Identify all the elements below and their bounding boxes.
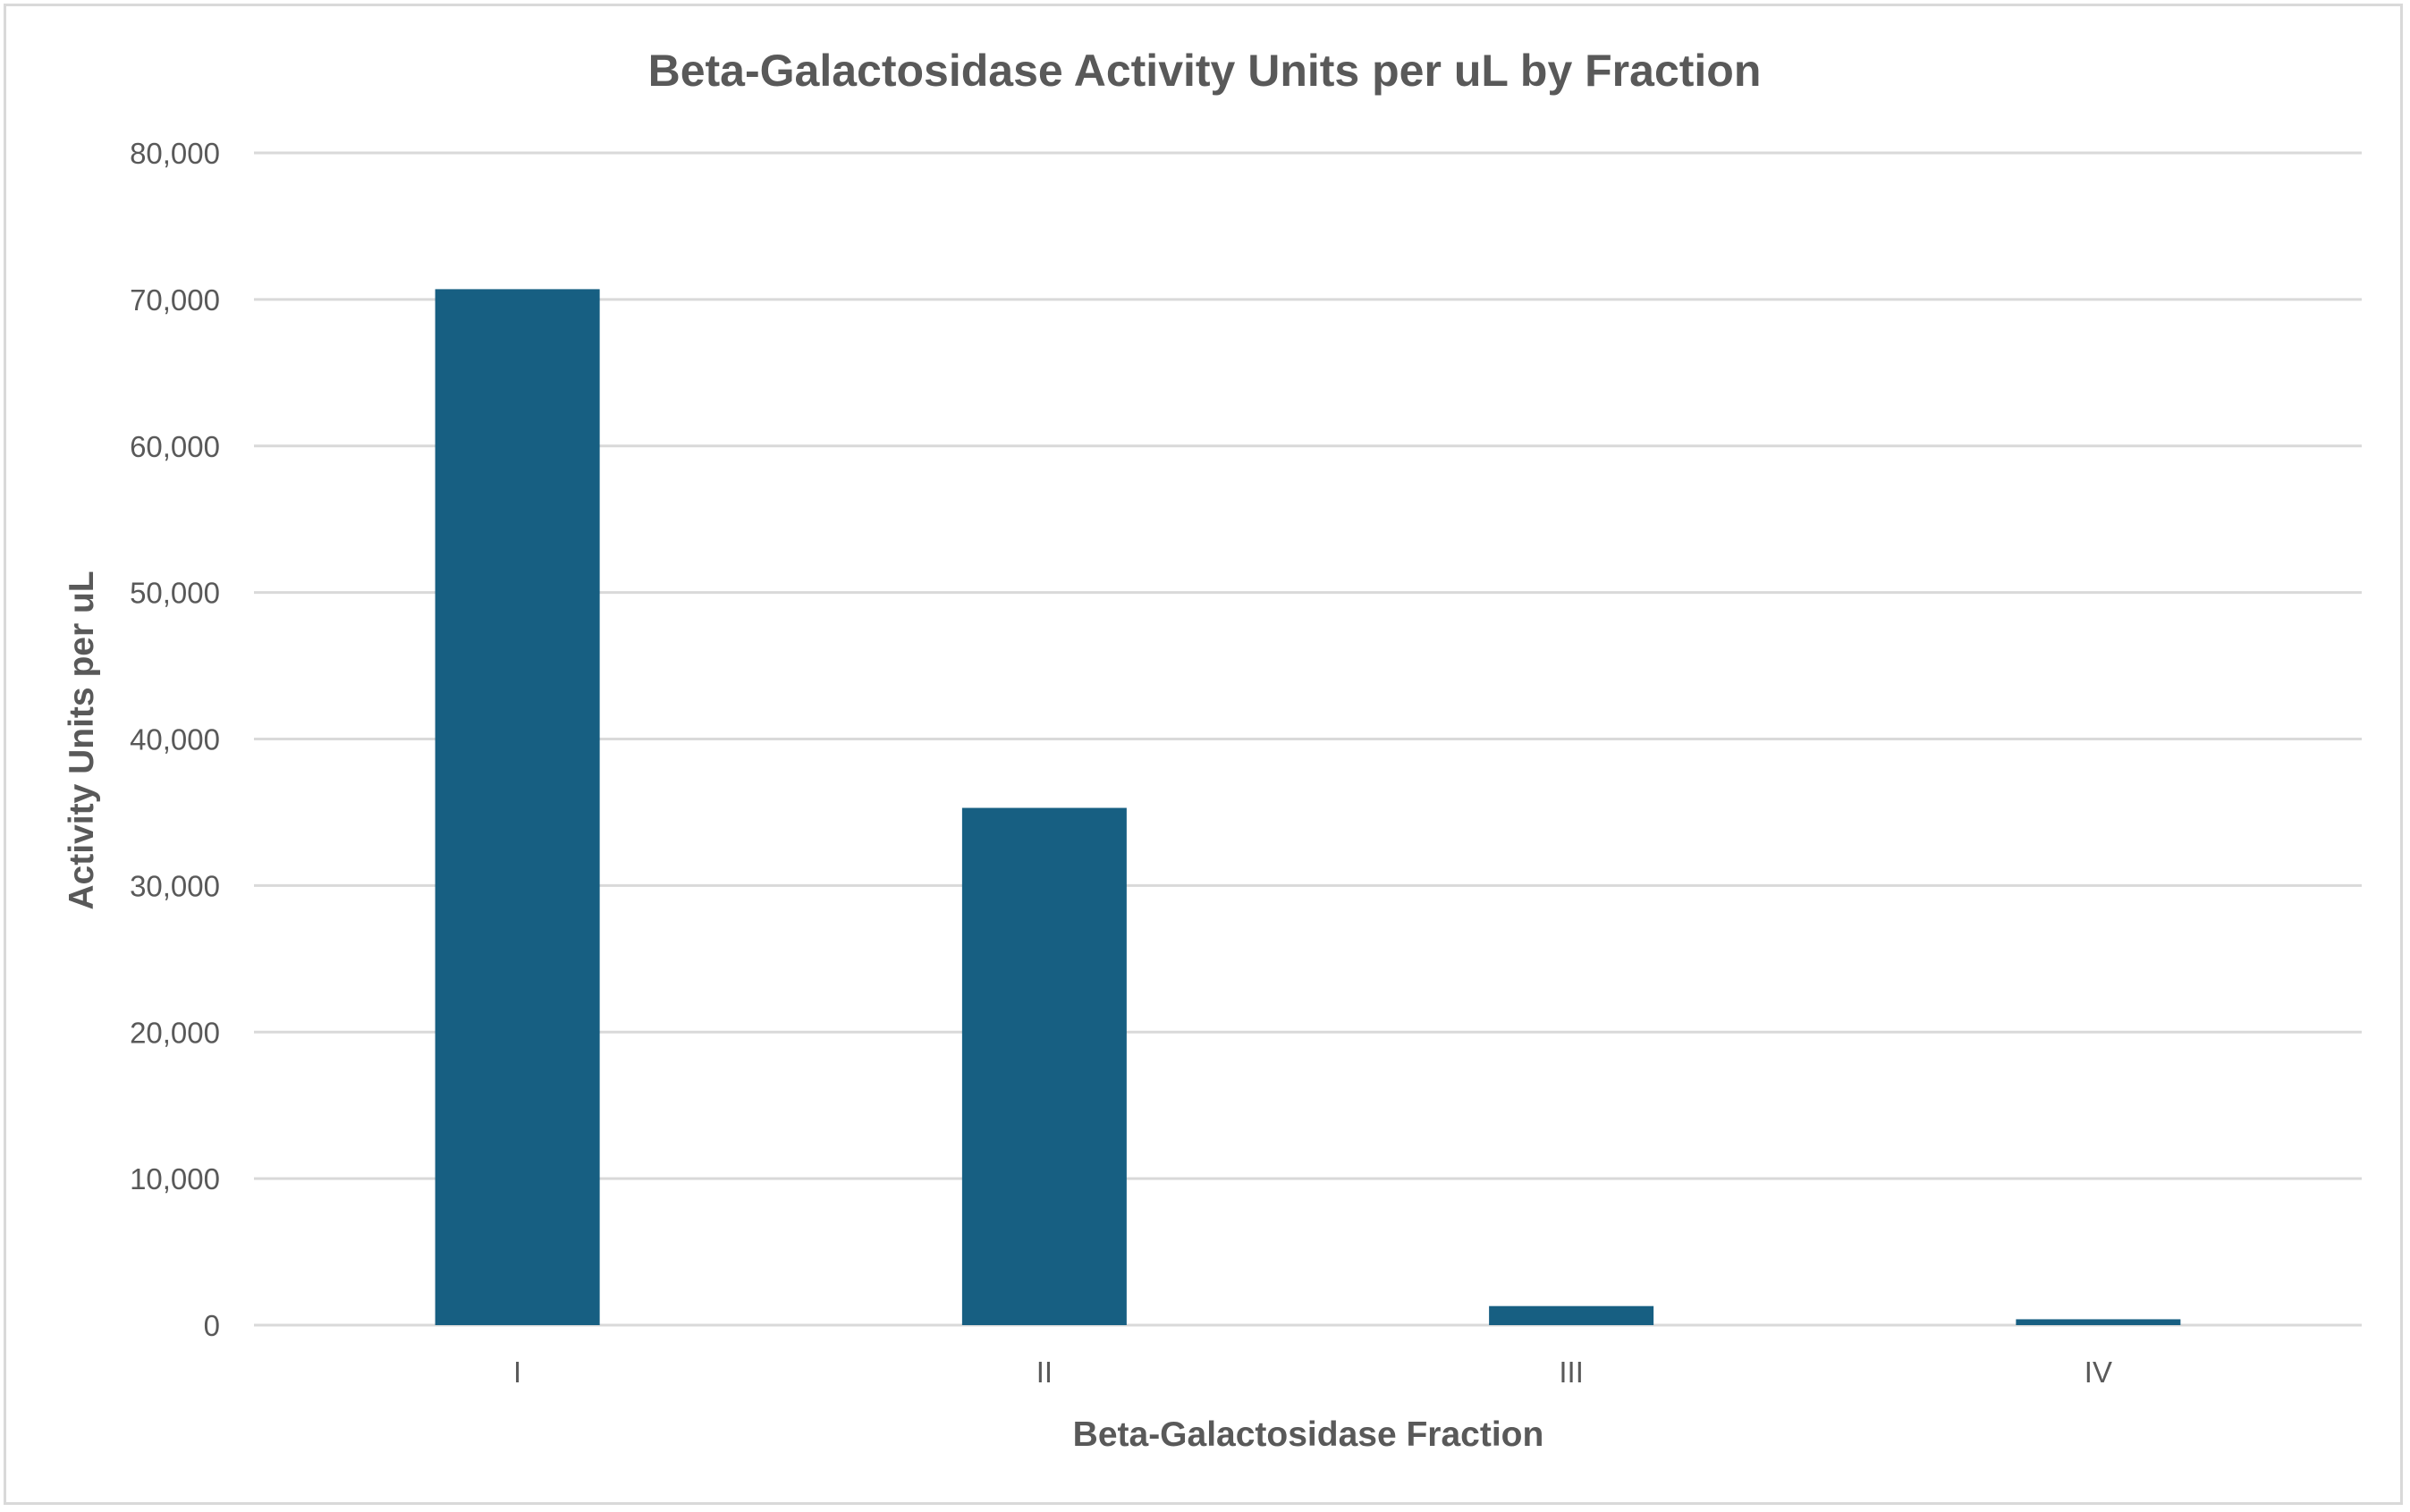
y-tick-label: 80,000 [130, 137, 220, 170]
x-tick-label: II [1036, 1356, 1053, 1389]
x-tick-label: III [1559, 1356, 1584, 1389]
gridlines [254, 151, 2362, 1327]
bar-IV [2016, 1319, 2181, 1325]
chart-title: Beta-Galactosidase Activity Units per uL… [648, 46, 1762, 96]
y-tick-label: 20,000 [130, 1016, 220, 1049]
y-axis-tick-labels: 0 10,000 20,000 30,000 40,000 50,000 60,000 70,… [130, 137, 220, 1342]
bar-I [435, 289, 600, 1325]
y-tick-label: 30,000 [130, 869, 220, 902]
y-tick-label: 0 [204, 1309, 220, 1342]
y-axis-title: Activity Units per uL [63, 570, 101, 909]
x-tick-label: I [513, 1356, 521, 1389]
x-tick-label: IV [2084, 1356, 2112, 1389]
bars [435, 289, 2181, 1325]
x-axis-tick-labels: I II III IV [513, 1356, 2112, 1389]
x-axis-title: Beta-Galactosidase Fraction [1073, 1415, 1544, 1454]
y-tick-label: 40,000 [130, 723, 220, 756]
bar-III [1489, 1305, 1654, 1325]
y-tick-label: 60,000 [130, 430, 220, 463]
y-tick-label: 50,000 [130, 577, 220, 610]
y-tick-label: 70,000 [130, 283, 220, 317]
y-tick-label: 10,000 [130, 1162, 220, 1195]
chart-frame [4, 4, 2403, 1505]
bar-II [961, 807, 1127, 1325]
